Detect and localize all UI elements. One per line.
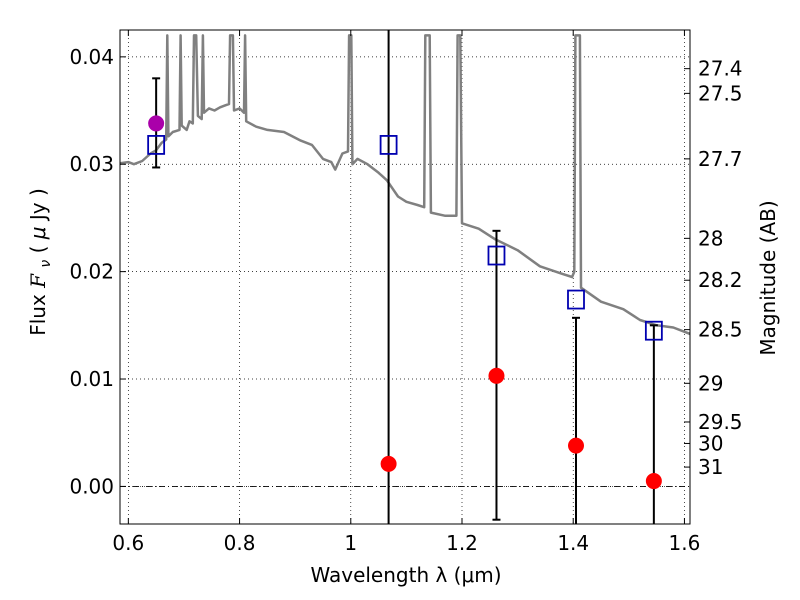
model-point-4 xyxy=(644,320,663,341)
y-tick-label-0: 0.00 xyxy=(69,474,114,498)
y-axis-ticks: 0.00 0.01 0.02 0.03 0.04 xyxy=(69,45,126,498)
mag-tick-label-2: 27.7 xyxy=(698,147,743,171)
observed-point-4 xyxy=(645,473,662,490)
model-point-0 xyxy=(147,135,166,155)
observed-point-2 xyxy=(488,367,505,384)
mag-tick-label-7: 29.5 xyxy=(698,410,743,434)
model-point-1 xyxy=(379,135,398,155)
model-point-2 xyxy=(487,245,506,266)
x-axis-label: Wavelength λ (μm) xyxy=(310,563,501,587)
x-tick-label-0: 0.6 xyxy=(112,531,144,555)
mag-tick-label-4: 28.2 xyxy=(698,268,743,292)
plot-frame xyxy=(119,29,691,525)
x-tick-label-3: 1.2 xyxy=(446,531,478,555)
model-photometry-series xyxy=(147,135,663,341)
mag-tick-label-8: 30 xyxy=(698,431,723,455)
y-axis-label: Flux F ν ( μ Jy ) xyxy=(26,188,55,336)
y-axis-label-unit: Jy ) xyxy=(26,188,50,222)
mag-tick-label-6: 29 xyxy=(698,371,723,395)
y-tick-label-4: 0.04 xyxy=(69,45,114,69)
y-tick-label-1: 0.01 xyxy=(69,367,114,391)
y-axis-label-open: ( xyxy=(26,239,50,253)
observed-point-3 xyxy=(568,437,584,454)
observed-point-1 xyxy=(380,455,397,472)
mag-tick-label-3: 28 xyxy=(698,226,723,250)
observed-photometry-series xyxy=(148,115,662,490)
sed-model-line xyxy=(120,34,690,336)
observed-point-0 xyxy=(148,115,165,132)
x-tick-label-4: 1.4 xyxy=(557,531,589,555)
mag-tick-label-1: 27.5 xyxy=(698,81,743,105)
magnitude-axis-label: Magnitude (AB) xyxy=(756,200,780,355)
x-axis-ticks: 0.6 0.8 1 1.2 1.4 1.6 xyxy=(112,30,700,555)
mag-tick-label-9: 31 xyxy=(698,455,723,479)
sed-model-series xyxy=(120,34,690,336)
x-tick-label-5: 1.6 xyxy=(669,531,701,555)
y-axis-label-nu: ν xyxy=(38,260,54,268)
model-point-3 xyxy=(567,289,585,310)
grid-lines xyxy=(120,30,690,524)
y-axis-label-flux: Flux xyxy=(26,288,50,336)
mag-tick-label-0: 27.4 xyxy=(698,57,743,81)
y-axis-label-mu: μ xyxy=(26,226,50,240)
y-axis-label-F: F xyxy=(26,273,50,289)
x-tick-label-1: 0.8 xyxy=(224,531,256,555)
y-tick-label-3: 0.03 xyxy=(69,152,114,176)
mag-tick-label-5: 28.5 xyxy=(698,318,743,342)
y-tick-label-2: 0.02 xyxy=(69,260,114,284)
x-tick-label-2: 1 xyxy=(344,531,357,555)
